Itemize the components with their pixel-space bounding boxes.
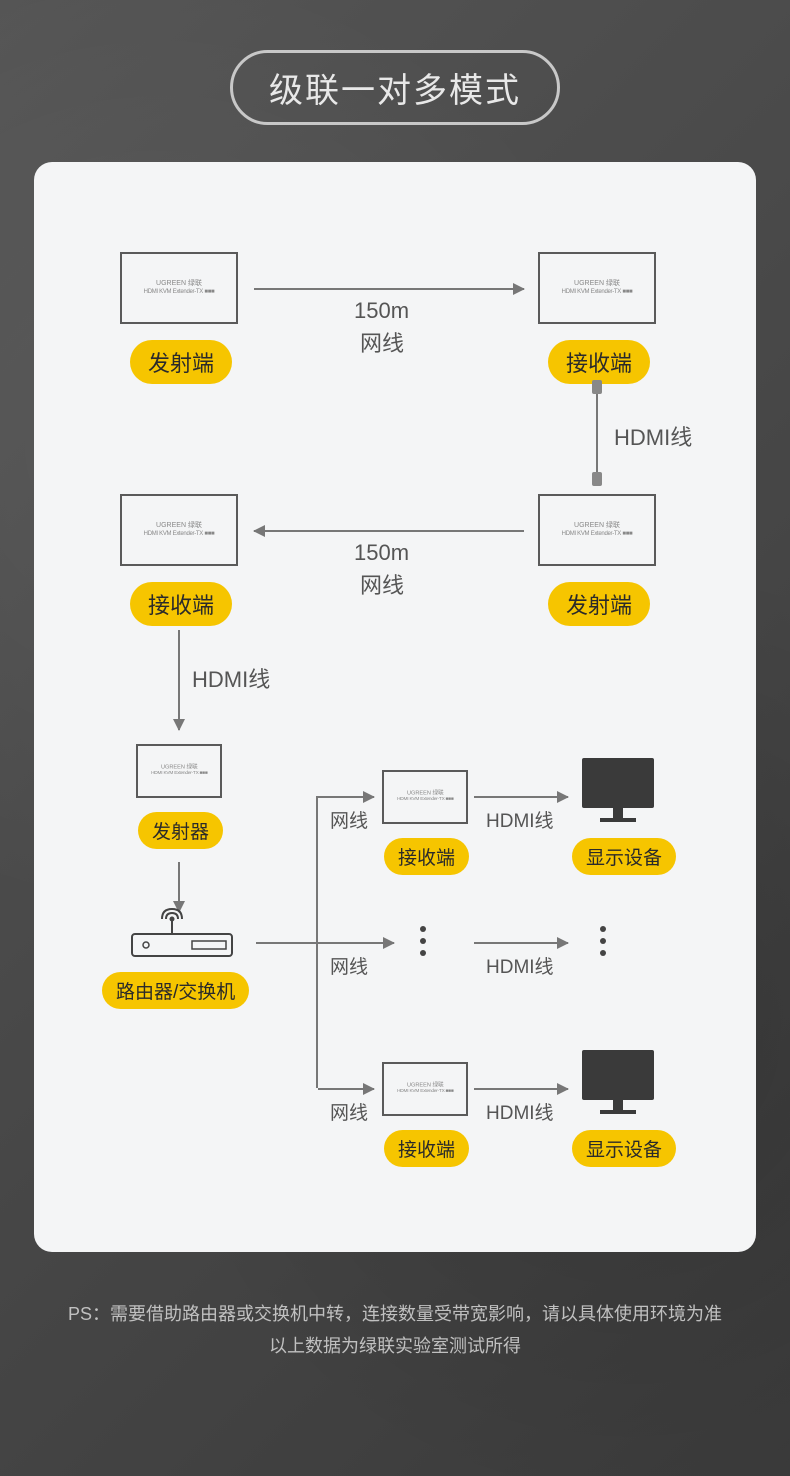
emitter-device: [136, 744, 222, 798]
tx1-label: 发射端: [130, 340, 232, 384]
footnote-prefix: PS：: [68, 1304, 110, 1324]
b3-hdmi-arrow: [474, 1088, 568, 1090]
hdmi-cable-1: [596, 394, 598, 472]
tx1-device: [120, 252, 238, 324]
device-glyph: [397, 791, 454, 803]
trunk-line: [256, 942, 316, 944]
b1-monitor-icon: [582, 758, 654, 822]
device-glyph: [562, 280, 633, 296]
b2-rx-dots: [420, 926, 426, 962]
b2-net-arrow: [318, 942, 394, 944]
link1-distance: 150m: [354, 298, 409, 324]
rx1-device: [538, 252, 656, 324]
b1-hdmi-arrow: [474, 796, 568, 798]
b3-rx-label: 接收端: [384, 1130, 469, 1167]
b3-monitor-icon: [582, 1050, 654, 1114]
b1-display-label: 显示设备: [572, 838, 676, 875]
b1-rx-device: [382, 770, 468, 824]
device-glyph: [144, 280, 215, 296]
link1-medium: 网线: [360, 326, 404, 358]
hdmi1-label: HDMI线: [614, 420, 692, 452]
b3-net-label: 网线: [330, 1098, 368, 1125]
tx2-device: [538, 494, 656, 566]
footnote-line2: 以上数据为绿联实验室测试所得: [269, 1336, 521, 1356]
b1-net-label: 网线: [330, 806, 368, 833]
router-icon: [122, 904, 242, 969]
page-title-pill: 级联一对多模式: [230, 50, 560, 125]
link2-medium: 网线: [360, 568, 404, 600]
device-glyph: [562, 522, 633, 538]
b2-hdmi-label: HDMI线: [486, 952, 554, 979]
tx2-label: 发射端: [548, 582, 650, 626]
router-label: 路由器/交换机: [102, 972, 249, 1009]
device-glyph: [397, 1083, 454, 1095]
link1-arrow: [254, 288, 524, 290]
b1-net-arrow: [318, 796, 374, 798]
rx2-device: [120, 494, 238, 566]
rx1-label: 接收端: [548, 340, 650, 384]
link2-arrow: [254, 530, 524, 532]
page-title: 级联一对多模式: [269, 72, 521, 110]
diagram-panel: 发射端 150m 网线 接收端 HDMI线 发射端 150m 网线 接收端 HD…: [34, 162, 756, 1252]
b1-hdmi-label: HDMI线: [486, 806, 554, 833]
b3-display-label: 显示设备: [572, 1130, 676, 1167]
b3-hdmi-label: HDMI线: [486, 1098, 554, 1125]
b1-rx-label: 接收端: [384, 838, 469, 875]
footnote-line1: 需要借助路由器或交换机中转，连接数量受带宽影响，请以具体使用环境为准: [110, 1304, 722, 1324]
b3-rx-device: [382, 1062, 468, 1116]
footnote: PS：需要借助路由器或交换机中转，连接数量受带宽影响，请以具体使用环境为准 以上…: [0, 1298, 790, 1363]
device-glyph: [144, 522, 215, 538]
b2-hdmi-arrow: [474, 942, 568, 944]
emitter-label: 发射器: [138, 812, 223, 849]
b2-display-dots: [600, 926, 606, 962]
rx2-label: 接收端: [130, 582, 232, 626]
hdmi2-label: HDMI线: [192, 662, 270, 694]
b2-net-label: 网线: [330, 952, 368, 979]
b3-net-arrow: [318, 1088, 374, 1090]
link2-distance: 150m: [354, 540, 409, 566]
hdmi2-arrow: [178, 630, 180, 730]
device-glyph: [151, 765, 208, 777]
